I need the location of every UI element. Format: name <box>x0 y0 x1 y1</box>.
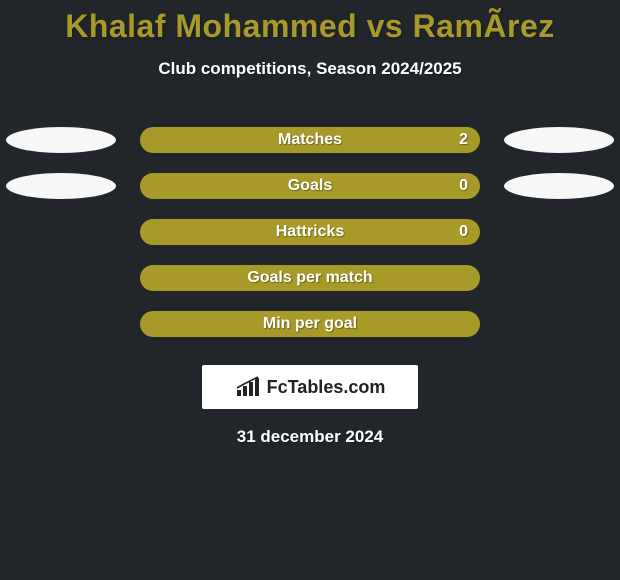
logo-text: FcTables.com <box>267 377 386 398</box>
stat-bar: Goals 0 <box>140 173 480 199</box>
right-value-ellipse <box>504 127 614 153</box>
stat-row: Hattricks 0 <box>0 209 620 255</box>
date-text: 31 december 2024 <box>0 427 620 447</box>
stats-card: Khalaf Mohammed vs RamÃ­rez Club competi… <box>0 0 620 580</box>
left-value-ellipse <box>6 173 116 199</box>
stat-rows: Matches 2 Goals 0 Hattricks 0 Goals <box>0 117 620 347</box>
subtitle: Club competitions, Season 2024/2025 <box>0 59 620 79</box>
logo-box: FcTables.com <box>202 365 418 409</box>
right-value-ellipse <box>504 173 614 199</box>
stat-row: Goals per match <box>0 255 620 301</box>
stat-row: Goals 0 <box>0 163 620 209</box>
stat-label: Goals per match <box>247 269 372 287</box>
stat-bar: Goals per match <box>140 265 480 291</box>
stat-label: Goals <box>288 177 332 195</box>
stat-label: Matches <box>278 131 342 149</box>
stat-value: 2 <box>459 131 468 149</box>
page-title: Khalaf Mohammed vs RamÃ­rez <box>0 0 620 45</box>
stat-label: Hattricks <box>276 223 344 241</box>
barchart-icon <box>235 376 261 398</box>
stat-bar: Matches 2 <box>140 127 480 153</box>
stat-value: 0 <box>459 177 468 195</box>
stat-bar: Hattricks 0 <box>140 219 480 245</box>
left-value-ellipse <box>6 127 116 153</box>
stat-row: Matches 2 <box>0 117 620 163</box>
stat-value: 0 <box>459 223 468 241</box>
stat-bar: Min per goal <box>140 311 480 337</box>
stat-label: Min per goal <box>263 315 357 333</box>
stat-row: Min per goal <box>0 301 620 347</box>
